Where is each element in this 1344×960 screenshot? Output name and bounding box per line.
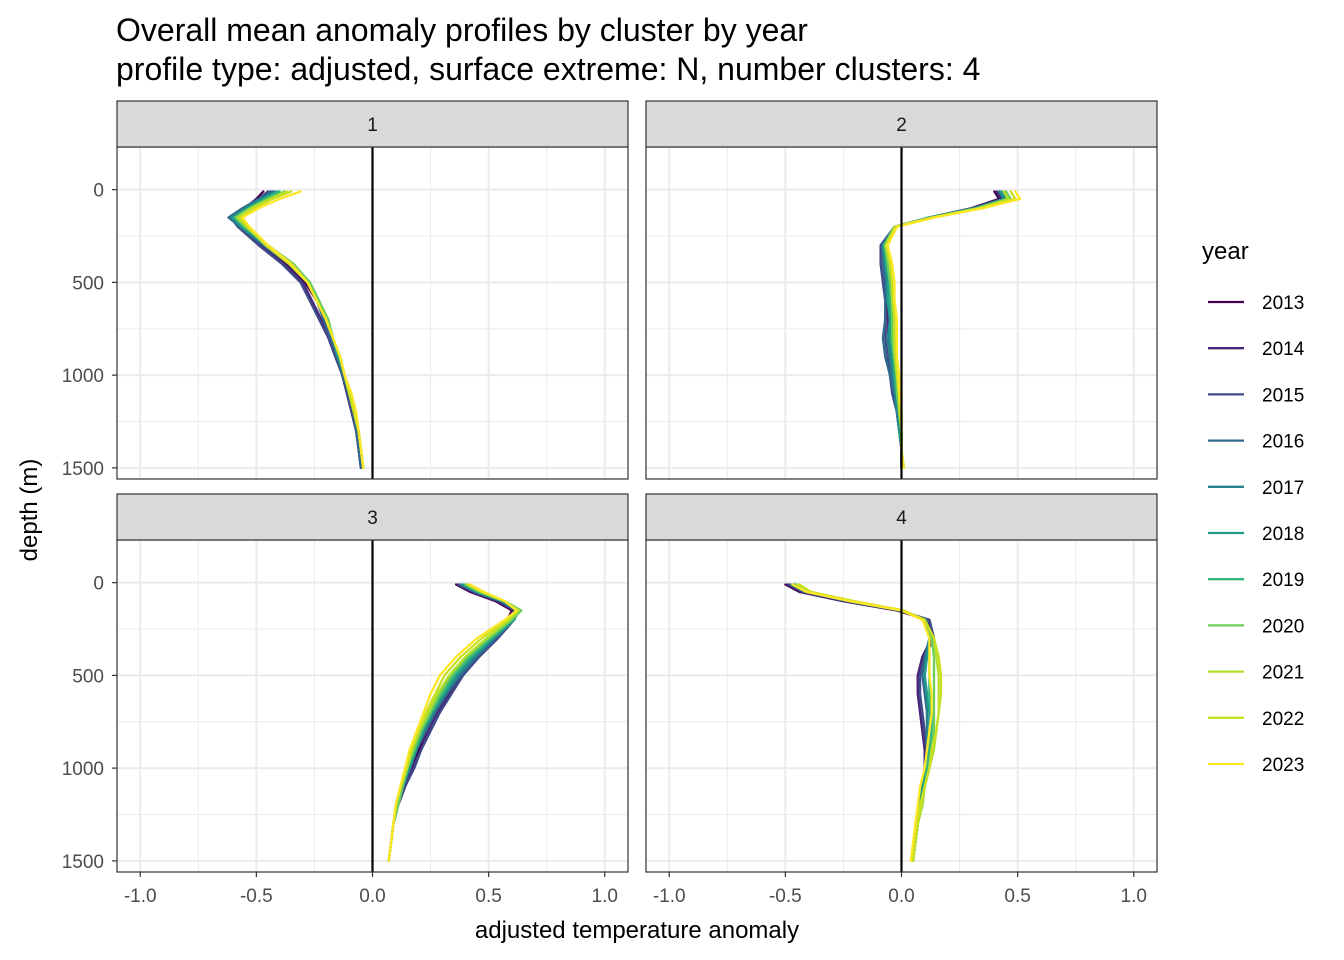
legend-label-2018: 2018 bbox=[1262, 524, 1304, 545]
panel-3-y-tick-label: 500 bbox=[72, 666, 104, 687]
panel-2-strip bbox=[645, 100, 1158, 148]
panel-4-series-line-2023 bbox=[791, 583, 933, 863]
facet-panels: 1 0 500 1000 1500 2 3 0 500 1000 1500 -1.0 -0.5 0.0 0.… bbox=[62, 100, 1158, 907]
panel-4-strip-label: 4 bbox=[896, 508, 907, 529]
legend-label-2014: 2014 bbox=[1262, 339, 1305, 360]
panel-4-x-tick-label: -1.0 bbox=[653, 886, 686, 907]
legend-label-2020: 2020 bbox=[1262, 616, 1304, 637]
panel-1-y-tick-label: 0 bbox=[93, 181, 104, 202]
panel-3-strip bbox=[116, 493, 629, 541]
chart-subtitle: profile type: adjusted, surface extreme:… bbox=[116, 51, 980, 87]
legend-label-2017: 2017 bbox=[1262, 478, 1304, 499]
legend-label-2021: 2021 bbox=[1262, 663, 1304, 684]
legend-label-2015: 2015 bbox=[1262, 385, 1304, 406]
legend-label-2019: 2019 bbox=[1262, 570, 1304, 591]
panel-3-series-line-2023 bbox=[387, 583, 518, 863]
legend-label-2022: 2022 bbox=[1262, 709, 1304, 730]
panel-1-y-tick-label: 1500 bbox=[62, 459, 104, 480]
panel-4-x-tick-label: 0.5 bbox=[1004, 886, 1030, 907]
panel-4-x-tick-label: 1.0 bbox=[1121, 886, 1147, 907]
panel-3-x-tick-label: -1.0 bbox=[124, 886, 157, 907]
y-axis-title: depth (m) bbox=[16, 459, 43, 562]
legend-label-2016: 2016 bbox=[1262, 432, 1304, 453]
panel-3-x-tick-label: -0.5 bbox=[240, 886, 273, 907]
panel-4-x-tick-label: 0.0 bbox=[888, 886, 914, 907]
chart-title: Overall mean anomaly profiles by cluster… bbox=[116, 12, 808, 48]
panel-3-x-tick-label: 0.0 bbox=[359, 886, 385, 907]
legend-label-2013: 2013 bbox=[1262, 293, 1304, 314]
legend-label-2023: 2023 bbox=[1262, 755, 1304, 776]
panel-1-y-tick-label: 1000 bbox=[62, 366, 104, 387]
panel-1-y-tick-label: 500 bbox=[72, 273, 104, 294]
panel-3-x-tick-label: 0.5 bbox=[475, 886, 501, 907]
legend-title: year bbox=[1202, 238, 1249, 265]
panel-3-x-tick-label: 1.0 bbox=[592, 886, 618, 907]
panel-2-strip-label: 2 bbox=[896, 115, 907, 136]
panel-3-strip-label: 3 bbox=[367, 508, 378, 529]
panel-4-strip bbox=[645, 493, 1158, 541]
panel-3-y-tick-label: 1500 bbox=[62, 852, 104, 873]
panel-4-x-tick-label: -0.5 bbox=[769, 886, 802, 907]
panel-1-strip bbox=[116, 100, 629, 148]
panel-3-y-tick-label: 1000 bbox=[62, 759, 104, 780]
x-axis-title: adjusted temperature anomaly bbox=[475, 917, 799, 944]
panel-1-series-line-2023 bbox=[241, 190, 365, 470]
panel-1-strip-label: 1 bbox=[367, 115, 378, 136]
panel-3-y-tick-label: 0 bbox=[93, 574, 104, 595]
legend: year 2013 2014 2015 2016 2017 2018 2019 2020 202… bbox=[1202, 238, 1305, 776]
